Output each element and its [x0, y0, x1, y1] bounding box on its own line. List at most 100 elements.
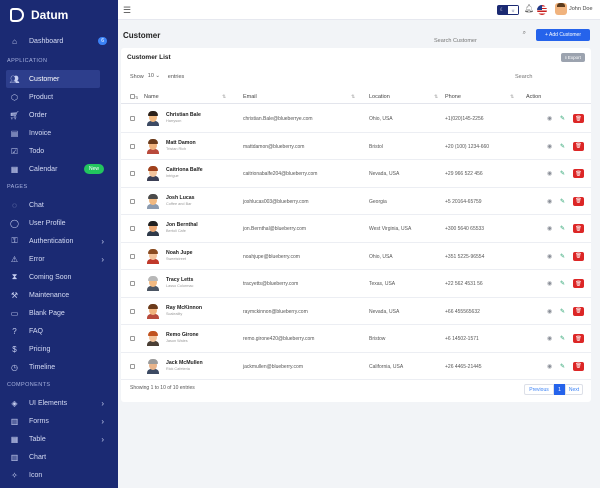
delete-icon[interactable]: 🗑︎ [573, 251, 584, 261]
row-checkbox[interactable] [130, 143, 135, 149]
view-icon[interactable]: ◉ [547, 253, 553, 260]
edit-icon[interactable]: ✎ [560, 281, 566, 287]
sidebar-item-authentication[interactable]: ⚿ Authentication › [0, 232, 118, 250]
sidebar-item-timeline[interactable]: ◷ Timeline [0, 358, 118, 376]
avatar[interactable] [555, 3, 567, 15]
row-checkbox[interactable] [130, 198, 135, 204]
delete-icon[interactable]: 🗑︎ [573, 114, 584, 123]
customer-name[interactable]: Noah Jupe [166, 249, 193, 256]
select-all-checkbox[interactable]: ⇅ [130, 94, 138, 101]
search-input[interactable] [428, 35, 530, 47]
row-checkbox[interactable] [130, 226, 135, 231]
sidebar-item-ui-elements[interactable]: ◈ UI Elements › [0, 394, 118, 412]
sort-icon[interactable]: ⇅ [351, 94, 356, 100]
add-customer-button[interactable]: + Add Customer [536, 29, 590, 41]
customer-name[interactable]: Remo Girone [166, 332, 199, 338]
delete-icon[interactable]: 🗑︎ [573, 306, 584, 316]
sidebar-item-faq[interactable]: ? FAQ [0, 322, 118, 340]
view-icon[interactable]: ◉ [547, 281, 553, 287]
bell-icon[interactable]: 🔔︎ [524, 4, 535, 13]
page-1-button[interactable]: 1 [554, 384, 565, 395]
sidebar-item-chat[interactable]: ◌ Chat [0, 196, 118, 214]
next-page-button[interactable]: Next [565, 384, 583, 395]
sidebar-item-maintenance[interactable]: ⚒ Maintenance [0, 286, 118, 304]
brand[interactable]: Datum [0, 0, 118, 30]
sidebar-item-invoice[interactable]: ▤ Invoice [0, 124, 118, 142]
edit-icon[interactable]: ✎ [560, 143, 566, 150]
edit-icon[interactable]: ✎ [560, 116, 566, 122]
export-button[interactable]: ⭳ Export [561, 53, 585, 62]
delete-icon[interactable]: 🗑︎ [573, 196, 584, 206]
hamburger-menu-icon[interactable]: ☰ [123, 5, 132, 15]
edit-icon[interactable]: ✎ [560, 253, 566, 260]
customer-name[interactable]: Jon Bernthal [166, 222, 198, 228]
brand-name: Datum [31, 8, 69, 22]
header-name[interactable]: Name [144, 94, 159, 100]
customer-name[interactable]: Jack McMullen [166, 359, 203, 366]
row-checkbox[interactable] [130, 363, 135, 369]
us-flag-icon[interactable] [537, 5, 547, 15]
table-search-input[interactable] [514, 72, 584, 82]
previous-page-button[interactable]: Previous [524, 384, 554, 395]
sidebar-item-blank-page[interactable]: ▭ Blank Page [0, 304, 118, 322]
delete-icon[interactable]: 🗑︎ [573, 279, 584, 288]
customer-name[interactable]: Tracy Letts [166, 277, 194, 283]
edit-icon[interactable]: ✎ [560, 336, 566, 342]
sort-icon[interactable]: ⇅ [222, 94, 227, 100]
sidebar-item-todo[interactable]: ☑ Todo [0, 142, 118, 160]
sidebar-item-forms[interactable]: ▥ Forms › [0, 412, 118, 430]
sidebar-item-chart[interactable]: ▥ Chart [0, 448, 118, 466]
customer-email: joshlucas003@blueberry.com [243, 198, 309, 205]
customer-name[interactable]: Christian Bale [166, 112, 201, 118]
sidebar-item-calendar[interactable]: ▦ Calendar New [0, 160, 118, 178]
delete-icon[interactable]: 🗑︎ [573, 361, 584, 371]
sidebar-item-product[interactable]: ⬡ Product [0, 88, 118, 106]
sidebar-item-icon[interactable]: ✧ Icon [0, 466, 118, 484]
delete-icon[interactable]: 🗑︎ [573, 141, 584, 151]
view-icon[interactable]: ◉ [547, 116, 553, 122]
customer-name[interactable]: Josh Lucas [166, 194, 195, 201]
view-icon[interactable]: ◉ [547, 363, 553, 370]
row-checkbox[interactable] [130, 308, 135, 314]
row-checkbox[interactable] [130, 281, 135, 286]
customer-name[interactable]: Matt Damon [166, 139, 196, 146]
header-phone[interactable]: Phone [445, 94, 461, 100]
row-checkbox[interactable] [130, 171, 135, 176]
delete-icon[interactable]: 🗑︎ [573, 169, 584, 178]
sidebar-item-label: Customer [29, 75, 60, 83]
header-location[interactable]: Location [369, 94, 390, 100]
sidebar-item-order[interactable]: 🛒︎ Order [0, 106, 118, 124]
sidebar-item-coming-soon[interactable]: ⧗ Coming Soon [0, 268, 118, 286]
view-icon[interactable]: ◉ [547, 198, 553, 205]
view-icon[interactable]: ◉ [547, 226, 553, 232]
sidebar-item-dashboard[interactable]: ⌂ Dashboard 6 [0, 30, 118, 52]
header-email[interactable]: Email [243, 94, 257, 100]
theme-toggle[interactable]: ☾ ☼ [497, 5, 519, 15]
sort-icon[interactable]: ⇅ [510, 94, 515, 100]
sidebar-item-table[interactable]: ▦ Table › [0, 430, 118, 448]
row-checkbox[interactable] [130, 336, 135, 341]
customer-name[interactable]: Caitriona Balfe [166, 167, 203, 173]
view-icon[interactable]: ◉ [547, 336, 553, 342]
row-checkbox[interactable] [130, 116, 135, 121]
delete-icon[interactable]: 🗑︎ [573, 334, 584, 343]
customer-name[interactable]: Ray McKinnon [166, 304, 203, 311]
edit-icon[interactable]: ✎ [560, 363, 566, 370]
edit-icon[interactable]: ✎ [560, 226, 566, 232]
view-icon[interactable]: ◉ [547, 308, 553, 315]
delete-icon[interactable]: 🗑︎ [573, 224, 584, 233]
row-checkbox[interactable] [130, 253, 135, 259]
sidebar-item-error[interactable]: ⚠ Error › [0, 250, 118, 268]
view-icon[interactable]: ◉ [547, 143, 553, 150]
sidebar-item-pricing[interactable]: $ Pricing [0, 340, 118, 358]
entries-select[interactable]: 10 ⌄ [147, 73, 161, 79]
sort-icon[interactable]: ⇅ [434, 94, 439, 100]
view-icon[interactable]: ◉ [547, 171, 553, 177]
sidebar-item-user-profile[interactable]: ◯ User Profile [0, 214, 118, 232]
search-icon[interactable]: ⌕ [522, 30, 526, 36]
edit-icon[interactable]: ✎ [560, 308, 566, 315]
edit-icon[interactable]: ✎ [560, 198, 566, 205]
edit-icon[interactable]: ✎ [560, 171, 566, 177]
sidebar-item-customer[interactable]: 👥︎ Customer [6, 70, 100, 88]
user-name[interactable]: John Doe [569, 6, 593, 12]
